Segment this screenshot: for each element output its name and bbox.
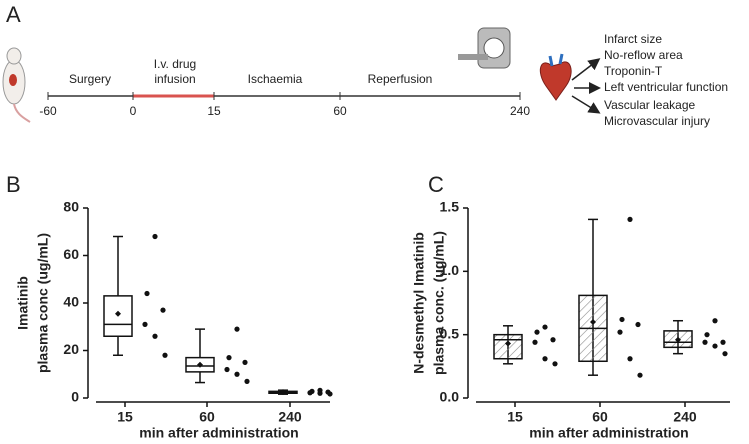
point	[550, 337, 556, 343]
timeline-tick-label: 0	[130, 104, 137, 118]
outcome-label: Microvascular injury	[604, 114, 710, 128]
y-axis-label: Imatinib	[15, 276, 31, 330]
panel-label: B	[6, 172, 21, 197]
point	[242, 359, 248, 365]
point	[234, 371, 240, 377]
point	[720, 339, 726, 345]
panel-label: C	[428, 172, 444, 197]
outcome-label: Infarct size	[604, 32, 662, 46]
x-tick-label: 240	[673, 409, 697, 425]
point	[635, 321, 641, 328]
point	[627, 216, 633, 222]
y-tick-label: 0	[71, 389, 79, 405]
point	[722, 351, 728, 357]
x-tick-label: 60	[592, 409, 608, 425]
y-tick-label: 1.5	[440, 199, 460, 215]
x-tick-label: 15	[117, 409, 133, 425]
point	[152, 333, 158, 339]
y-axis-label: plasma conc (ug/mL)	[35, 233, 51, 373]
y-tick-label: 80	[63, 199, 79, 215]
point	[142, 321, 148, 327]
point	[552, 361, 558, 367]
mean	[115, 310, 121, 317]
mean	[505, 340, 511, 347]
phase-label: Ischaemia	[248, 72, 303, 86]
mean	[280, 389, 286, 396]
mri-icon	[458, 27, 511, 69]
y-tick-label: 0.0	[440, 389, 460, 405]
point	[617, 329, 623, 335]
timeline-tick-label: 60	[333, 104, 347, 118]
x-axis-label: min after administration	[139, 425, 298, 441]
timeline-tick-label: 15	[207, 104, 221, 118]
box	[493, 333, 523, 360]
rat-icon	[2, 47, 31, 123]
y-axis-label: N-desmethyl Imatinib	[411, 232, 427, 374]
x-axis-label: min after administration	[529, 425, 688, 441]
y-tick-label: 0.5	[440, 325, 460, 341]
x-tick-label: 240	[278, 409, 302, 425]
point	[160, 307, 166, 313]
outcome-label: No-reflow area	[604, 48, 683, 62]
y-tick-label: 40	[63, 294, 79, 310]
point	[234, 326, 240, 332]
point	[144, 290, 150, 297]
panel-label: A	[6, 2, 21, 27]
mean	[590, 319, 596, 325]
timeline-tick-label: -60	[39, 104, 57, 118]
point	[244, 378, 250, 384]
point	[226, 355, 232, 361]
timeline-tick-label: 240	[510, 104, 530, 118]
phase-label: infusion	[154, 72, 195, 86]
y-axis-label: plasma conc. (ug/mL)	[431, 231, 447, 375]
y-tick-label: 20	[63, 341, 79, 357]
point	[627, 356, 633, 362]
point	[712, 343, 718, 349]
phase-label: I.v. drug	[154, 57, 196, 71]
point	[702, 339, 708, 345]
point	[317, 390, 323, 396]
y-tick-label: 1.0	[440, 262, 460, 278]
point	[152, 233, 158, 240]
outcome-label: Troponin-T	[604, 64, 663, 78]
point	[619, 316, 625, 323]
phase-label: Reperfusion	[368, 72, 433, 86]
point	[712, 318, 718, 324]
x-tick-label: 15	[507, 409, 523, 425]
y-tick-label: 60	[63, 246, 79, 262]
arrow	[571, 58, 601, 81]
point	[162, 352, 168, 358]
point	[224, 366, 230, 373]
point	[542, 356, 548, 362]
mean	[197, 361, 203, 368]
mean	[675, 336, 681, 343]
arrow	[571, 95, 601, 114]
outcome-label: Left ventricular function	[604, 80, 728, 94]
phase-label: Surgery	[69, 72, 111, 86]
point	[637, 372, 643, 378]
point	[307, 390, 313, 396]
point	[542, 324, 548, 330]
point	[532, 339, 538, 345]
heart-icon	[539, 53, 572, 101]
point	[534, 329, 540, 335]
x-tick-label: 60	[199, 409, 215, 425]
point	[327, 391, 333, 397]
outcome-label: Vascular leakage	[604, 98, 695, 112]
point	[704, 332, 710, 338]
